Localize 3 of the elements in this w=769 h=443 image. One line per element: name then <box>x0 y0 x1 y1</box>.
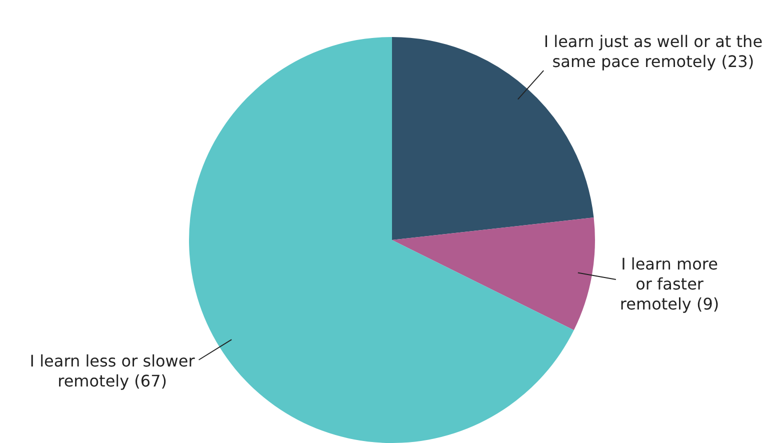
slice-label: I learn more or faster remotely (9) <box>620 254 720 314</box>
slice-label: I learn less or slower remotely (67) <box>30 352 196 391</box>
slice-label: I learn just as well or at the same pace remotely (23) <box>544 32 763 71</box>
